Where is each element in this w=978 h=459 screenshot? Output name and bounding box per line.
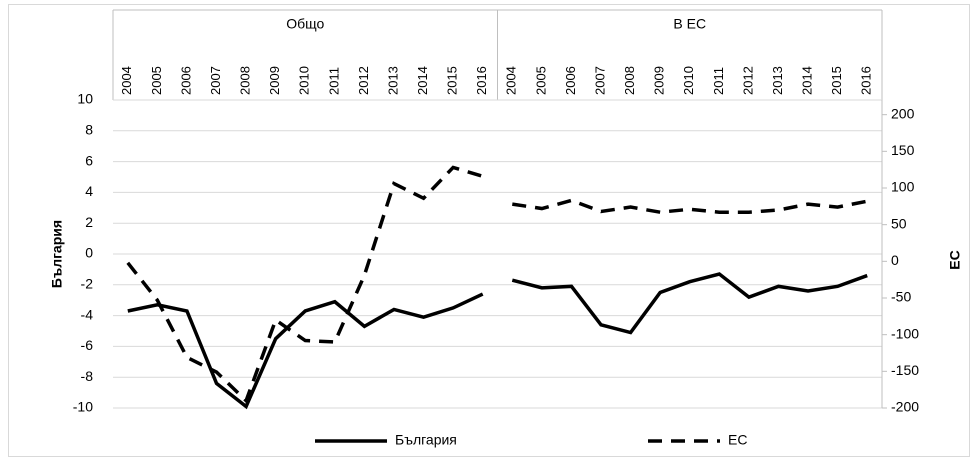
y-axis-label: България <box>49 220 65 288</box>
x-tick-label: 2009 <box>267 66 282 95</box>
y-tick-label: 6 <box>85 152 93 168</box>
x-tick-label: 2008 <box>238 66 253 95</box>
series-line <box>512 198 868 214</box>
series-line <box>126 165 484 404</box>
y2-tick-label: -50 <box>891 289 911 305</box>
x-tick-label: 2016 <box>859 66 874 95</box>
x-tick-label: 2007 <box>208 66 223 95</box>
legend-label: ЕС <box>728 432 747 448</box>
y2-tick-label: 50 <box>891 215 907 231</box>
x-tick-label: 2010 <box>681 66 696 95</box>
x-tick-label: 2009 <box>652 66 667 95</box>
y2-tick-label: -200 <box>891 399 919 415</box>
x-tick-label: 2006 <box>178 66 193 95</box>
x-tick-label: 2016 <box>474 66 489 95</box>
x-tick-label: 2013 <box>385 66 400 95</box>
x-tick-label: 2004 <box>504 66 519 95</box>
x-tick-label: 2015 <box>445 66 460 95</box>
y2-axis-label: ЕС <box>947 250 963 269</box>
y-tick-label: 4 <box>85 183 93 199</box>
chart-border <box>8 4 970 457</box>
x-tick-label: 2012 <box>740 66 755 95</box>
x-tick-label: 2014 <box>415 66 430 95</box>
x-tick-label: 2015 <box>829 66 844 95</box>
series-line <box>127 292 484 410</box>
x-tick-label: 2013 <box>770 66 785 95</box>
x-tick-label: 2004 <box>119 66 134 95</box>
x-tick-label: 2005 <box>533 66 548 95</box>
series-line <box>511 272 868 335</box>
legend-label: България <box>395 432 457 448</box>
y-tick-label: -4 <box>81 306 94 322</box>
x-tick-label: 2012 <box>356 66 371 95</box>
y-tick-label: -2 <box>81 276 94 292</box>
y2-tick-label: 150 <box>891 142 915 158</box>
y-tick-label: 2 <box>85 214 93 230</box>
x-tick-label: 2006 <box>563 66 578 95</box>
x-tick-label: 2010 <box>297 66 312 95</box>
y-tick-label: -8 <box>81 368 94 384</box>
x-tick-label: 2008 <box>622 66 637 95</box>
y2-tick-label: 100 <box>891 179 915 195</box>
y2-tick-label: 0 <box>891 252 899 268</box>
y-tick-label: 0 <box>85 245 93 261</box>
x-tick-label: 2007 <box>592 66 607 95</box>
y2-tick-label: -100 <box>891 325 919 341</box>
x-tick-label: 2005 <box>149 66 164 95</box>
x-tick-label: 2014 <box>799 66 814 95</box>
y-tick-label: 10 <box>77 91 93 107</box>
y-tick-label: -10 <box>73 399 93 415</box>
y2-tick-label: -150 <box>891 362 919 378</box>
y-tick-label: -6 <box>81 337 94 353</box>
x-tick-label: 2011 <box>711 67 726 95</box>
group-label: Общо <box>286 16 324 32</box>
x-tick-label: 2011 <box>326 67 341 95</box>
group-label: В ЕС <box>673 16 706 32</box>
y-tick-label: 8 <box>85 122 93 138</box>
y2-tick-label: 200 <box>891 105 915 121</box>
